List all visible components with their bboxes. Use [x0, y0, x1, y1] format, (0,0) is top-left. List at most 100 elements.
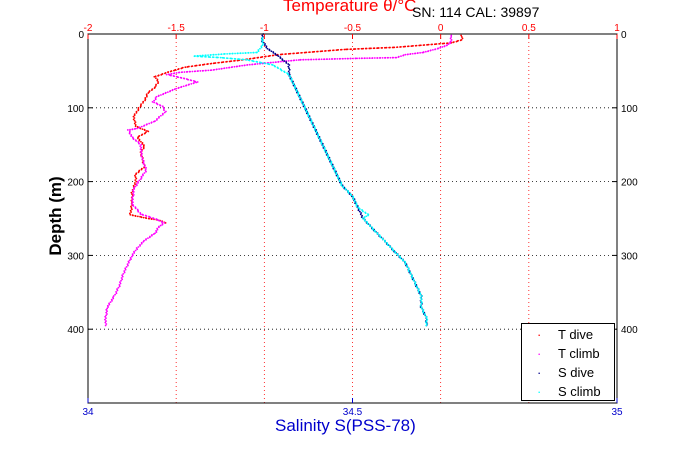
point-t-climb [140, 151, 142, 153]
point-s-dive [360, 212, 363, 214]
point-t-climb [419, 51, 421, 54]
point-t-climb [142, 162, 145, 165]
point-t-dive [345, 48, 347, 51]
point-s-dive [315, 129, 318, 131]
point-t-climb [120, 279, 122, 282]
point-t-dive [153, 87, 156, 90]
point-t-climb [154, 120, 156, 122]
point-t-dive [135, 173, 137, 176]
point-t-climb [395, 56, 398, 59]
point-t-climb [194, 70, 197, 73]
point-t-climb [141, 158, 144, 161]
point-s-climb [365, 215, 368, 218]
point-s-climb [307, 112, 310, 115]
point-t-climb [134, 249, 137, 252]
point-t-dive [357, 48, 359, 50]
point-t-climb [236, 65, 239, 68]
point-t-dive [134, 215, 137, 217]
point-s-dive [338, 177, 341, 180]
point-s-climb [378, 234, 381, 237]
point-t-climb [339, 57, 342, 60]
point-t-dive [140, 168, 143, 171]
point-t-climb [144, 214, 147, 217]
point-t-climb [192, 79, 195, 82]
point-s-climb [381, 237, 384, 240]
point-t-climb [233, 65, 236, 68]
depth-tick-label-left: 300 [67, 251, 84, 262]
point-t-dive [331, 49, 334, 52]
point-t-climb [120, 277, 123, 279]
point-t-climb [400, 55, 402, 58]
point-t-climb [297, 59, 300, 61]
point-t-climb [155, 95, 158, 98]
point-s-climb [297, 93, 300, 95]
point-t-climb [105, 314, 107, 317]
point-t-climb [149, 235, 151, 238]
point-s-climb [273, 64, 276, 67]
point-t-climb [121, 274, 124, 277]
point-s-dive [305, 108, 308, 111]
point-t-climb [153, 101, 156, 104]
point-t-dive [372, 47, 375, 50]
point-s-dive [322, 147, 325, 149]
point-t-climb [128, 259, 131, 262]
legend-item-t-dive: · T dive [522, 326, 616, 344]
point-t-dive [228, 60, 231, 63]
point-s-climb [424, 313, 426, 315]
point-s-climb [320, 141, 323, 144]
point-t-dive [194, 65, 196, 67]
point-t-climb [189, 79, 192, 82]
point-t-dive [136, 215, 139, 218]
point-s-climb [320, 140, 323, 142]
point-t-dive [360, 47, 363, 50]
point-s-climb [338, 178, 341, 181]
point-t-climb [128, 130, 131, 133]
point-t-climb [143, 124, 146, 127]
point-s-climb [373, 229, 376, 232]
point-t-climb [156, 227, 159, 230]
point-s-climb [258, 61, 261, 64]
point-t-dive [134, 174, 136, 177]
legend-label-s-climb: S climb [558, 384, 601, 399]
point-t-climb [404, 53, 407, 56]
point-t-climb [127, 264, 129, 267]
point-t-dive [225, 60, 227, 63]
point-s-climb [204, 54, 207, 57]
point-s-dive [287, 65, 290, 68]
point-s-climb [294, 86, 296, 88]
point-s-climb [420, 306, 423, 308]
point-t-climb [446, 44, 448, 46]
point-t-climb [307, 58, 310, 61]
point-t-climb [173, 88, 176, 91]
point-t-climb [422, 51, 425, 53]
point-t-dive [327, 49, 330, 52]
point-s-dive [288, 67, 290, 70]
point-t-dive [256, 56, 259, 59]
point-t-climb [151, 234, 153, 236]
point-s-climb [225, 57, 228, 60]
point-s-climb [407, 268, 410, 271]
point-t-dive [295, 52, 298, 55]
point-s-climb [404, 263, 407, 266]
point-t-dive [418, 44, 421, 47]
temperature-tick-label: -0.5 [344, 23, 362, 34]
point-s-climb [241, 58, 244, 61]
point-s-climb [261, 36, 264, 39]
point-s-dive [270, 50, 273, 53]
point-t-climb [160, 94, 162, 96]
point-t-climb [182, 85, 185, 88]
point-s-climb [276, 66, 279, 69]
point-t-dive [132, 184, 135, 187]
point-s-climb [414, 281, 417, 284]
point-s-climb [304, 105, 306, 108]
point-t-dive [145, 95, 148, 98]
point-s-climb [231, 52, 234, 55]
point-s-climb [376, 231, 379, 234]
point-s-climb [355, 202, 358, 205]
point-s-climb [352, 195, 355, 198]
point-s-climb [416, 285, 418, 288]
point-t-climb [141, 157, 144, 159]
depth-tick-label-left: 0 [78, 30, 84, 41]
point-s-climb [422, 311, 425, 314]
point-t-climb [411, 52, 414, 55]
